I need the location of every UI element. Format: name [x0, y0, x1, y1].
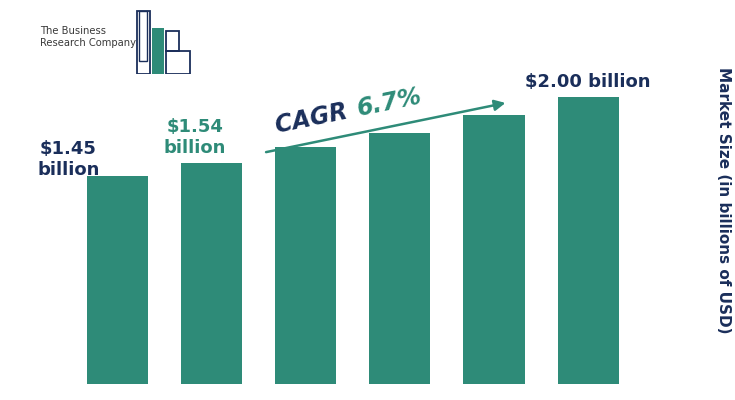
Bar — [369, 132, 431, 384]
Bar — [137, 11, 150, 74]
Text: $1.45
billion: $1.45 billion — [37, 140, 99, 178]
Bar — [166, 51, 190, 74]
Text: 6.7%: 6.7% — [355, 85, 424, 121]
Text: $2.00 billion: $2.00 billion — [526, 73, 651, 91]
Text: $1.54
billion: $1.54 billion — [163, 118, 226, 157]
Bar — [87, 176, 148, 384]
Bar — [181, 163, 242, 384]
Bar — [464, 115, 525, 384]
Bar — [166, 31, 179, 51]
Bar — [558, 97, 619, 384]
Text: CAGR: CAGR — [273, 98, 357, 138]
Bar — [139, 11, 148, 61]
Bar — [275, 147, 337, 384]
Text: Market Size (in billions of USD): Market Size (in billions of USD) — [717, 67, 731, 333]
Bar — [152, 28, 163, 74]
Text: The Business
Research Company: The Business Research Company — [40, 26, 137, 48]
